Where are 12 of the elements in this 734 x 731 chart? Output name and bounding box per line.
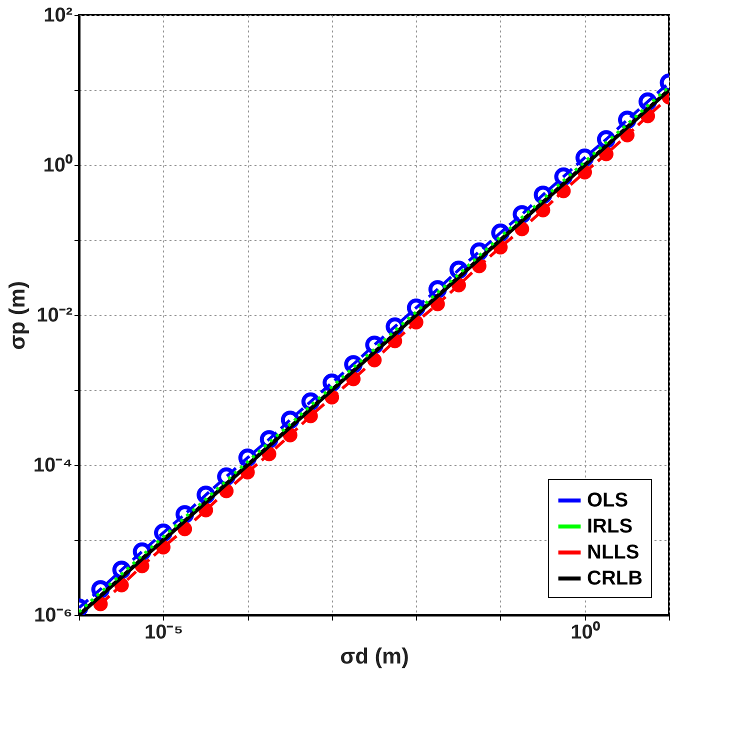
x-tick-label: 10⁻⁵ (144, 622, 184, 644)
y-tick-label: 10² (44, 4, 73, 26)
y-axis-title: σp (m) (4, 281, 30, 350)
legend-label: IRLS (587, 516, 633, 538)
legend-label: CRLB (587, 568, 643, 590)
y-tick-label: 10⁰ (43, 154, 72, 176)
x-axis-title: σd (m) (340, 644, 409, 668)
y-tick-label: 10⁻⁴ (33, 454, 72, 476)
y-tick-label: 10⁻⁶ (34, 604, 72, 626)
legend-label: NLLS (587, 542, 640, 564)
legend-label: OLS (587, 490, 628, 512)
y-tick-label: 10⁻² (36, 304, 73, 326)
